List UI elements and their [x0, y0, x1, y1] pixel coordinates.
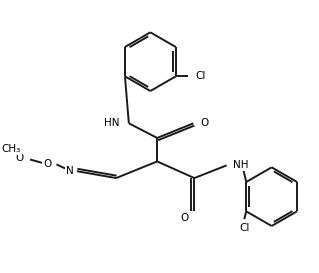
Text: Cl: Cl	[195, 71, 206, 81]
Text: O: O	[43, 159, 52, 169]
Text: O: O	[15, 153, 23, 162]
Text: HN: HN	[104, 118, 119, 128]
Text: N: N	[66, 166, 74, 176]
Text: CH₃: CH₃	[2, 144, 21, 154]
Text: Cl: Cl	[239, 223, 249, 233]
Text: NH: NH	[234, 160, 249, 170]
Text: O: O	[200, 118, 209, 128]
Text: O: O	[181, 213, 189, 223]
